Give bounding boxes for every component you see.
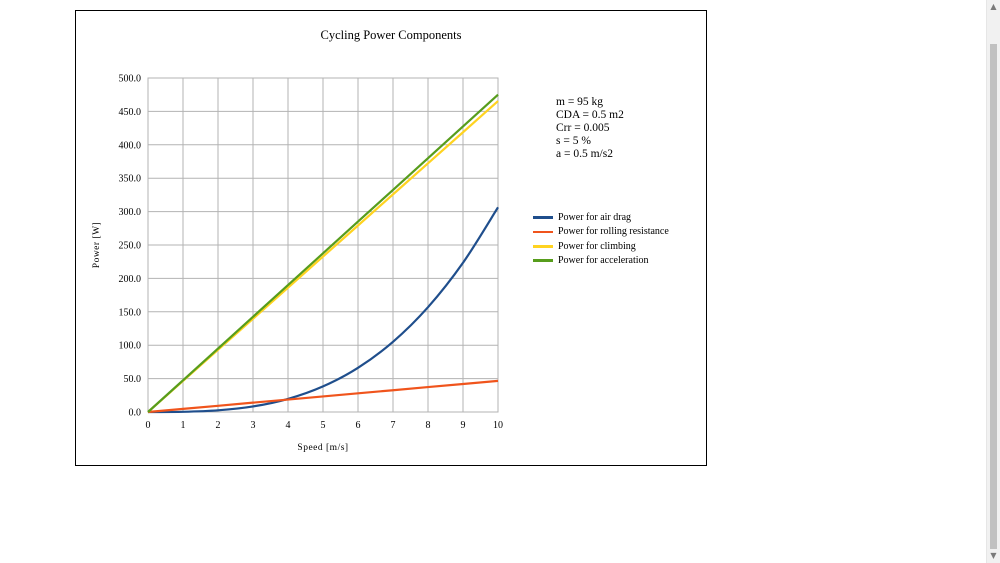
x-tick-label: 1 bbox=[181, 420, 186, 431]
y-tick-label: 50.0 bbox=[124, 374, 142, 385]
x-tick-label: 9 bbox=[461, 420, 466, 431]
x-tick-label: 6 bbox=[356, 420, 361, 431]
legend-swatch bbox=[533, 259, 553, 262]
scrollbar-thumb[interactable] bbox=[990, 44, 997, 549]
x-tick-label: 3 bbox=[251, 420, 256, 431]
y-tick-label: 100.0 bbox=[119, 341, 142, 352]
y-tick-label: 450.0 bbox=[119, 107, 142, 118]
x-tick-label: 10 bbox=[493, 420, 503, 431]
y-tick-label: 400.0 bbox=[119, 140, 142, 151]
y-tick-label: 300.0 bbox=[119, 207, 142, 218]
y-axis-label: Power [W] bbox=[92, 222, 102, 268]
legend-swatch bbox=[533, 230, 553, 234]
param-mass: m = 95 kg bbox=[556, 96, 604, 108]
y-tick-label: 0.0 bbox=[129, 408, 142, 419]
legend-item: Power for climbing bbox=[533, 240, 669, 254]
y-tick-label: 150.0 bbox=[119, 307, 142, 318]
param-cda: CDA = 0.5 m2 bbox=[556, 109, 624, 121]
x-tick-label: 2 bbox=[216, 420, 221, 431]
x-tick-label: 7 bbox=[391, 420, 396, 431]
legend-label: Power for air drag bbox=[558, 212, 632, 223]
param-crr: Crr = 0.005 bbox=[556, 122, 610, 134]
arrow-down-icon[interactable]: ▼ bbox=[990, 551, 997, 560]
series-line bbox=[147, 93, 499, 413]
y-tick-label: 500.0 bbox=[119, 74, 142, 85]
legend: Power for air drag Power for rolling res… bbox=[533, 211, 669, 268]
vertical-scrollbar[interactable]: ▲ ▼ bbox=[986, 0, 1000, 563]
param-acceleration: a = 0.5 m/s2 bbox=[556, 148, 613, 160]
plot-area bbox=[147, 77, 499, 413]
legend-label: Power for climbing bbox=[558, 240, 636, 252]
x-tick-label: 0 bbox=[146, 420, 151, 431]
x-axis-label: Speed [m/s] bbox=[297, 443, 348, 453]
series-line bbox=[147, 379, 499, 414]
x-tick-label: 8 bbox=[426, 420, 431, 431]
y-tick-label: 200.0 bbox=[119, 274, 142, 285]
x-tick-label: 5 bbox=[321, 420, 326, 431]
y-tick-label: 350.0 bbox=[119, 174, 142, 185]
arrow-up-icon[interactable]: ▲ bbox=[990, 2, 997, 11]
parameters-box: m = 95 kg CDA = 0.5 m2 Crr = 0.005 s = 5… bbox=[556, 96, 624, 161]
series-line bbox=[147, 206, 499, 414]
param-slope: s = 5 % bbox=[556, 135, 591, 147]
legend-label: Power for acceleration bbox=[558, 254, 649, 266]
legend-item: Power for air drag bbox=[533, 211, 669, 225]
legend-swatch bbox=[533, 216, 553, 219]
legend-label: Power for rolling resistance bbox=[558, 226, 669, 238]
y-tick-label: 250.0 bbox=[119, 241, 142, 252]
legend-item: Power for acceleration bbox=[533, 254, 669, 268]
legend-swatch bbox=[533, 245, 553, 248]
chart-title: Cycling Power Components bbox=[321, 28, 462, 42]
x-tick-label: 4 bbox=[286, 420, 291, 431]
legend-item: Power for rolling resistance bbox=[533, 225, 669, 239]
